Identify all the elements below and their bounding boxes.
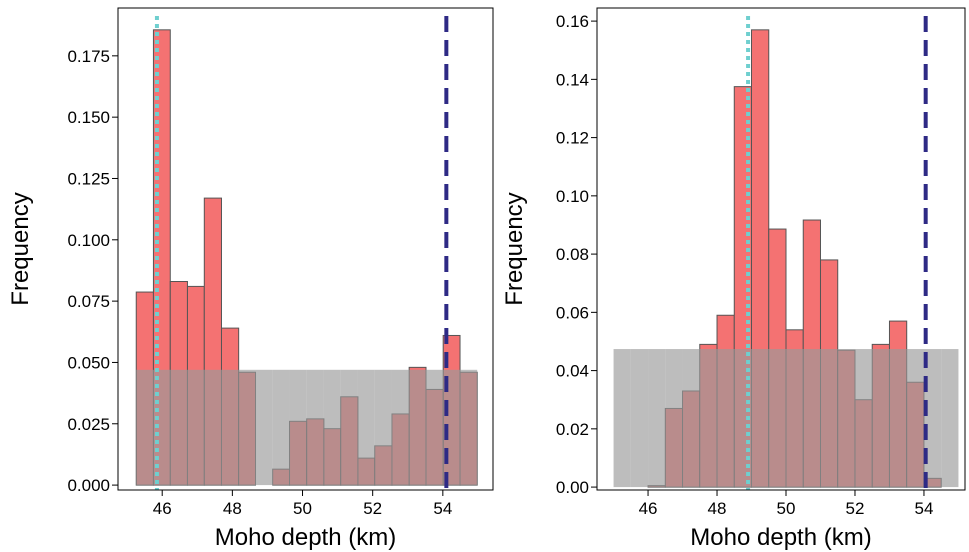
x-tick-label: 48: [708, 499, 727, 518]
y-tick-label: 0.00: [556, 478, 589, 497]
background-bar: [630, 349, 649, 488]
background-bar: [854, 349, 873, 488]
x-tick-label: 52: [363, 499, 382, 518]
background-bar: [717, 349, 735, 488]
background-bar: [682, 349, 700, 488]
x-tick-label: 48: [223, 499, 242, 518]
background-bar: [734, 349, 752, 488]
background-bar: [665, 349, 683, 488]
background-bar: [306, 369, 324, 486]
background-bar: [374, 369, 392, 486]
y-tick-label: 0.000: [67, 476, 110, 495]
background-bar: [613, 349, 631, 488]
y-tick-label: 0.050: [67, 353, 110, 372]
x-tick-label: 46: [153, 499, 172, 518]
y-tick-label: 0.12: [556, 129, 589, 148]
background-bar: [803, 349, 821, 488]
y-tick-label: 0.02: [556, 420, 589, 439]
background-bar: [323, 369, 341, 486]
background-bar: [340, 369, 358, 486]
background-bar: [204, 369, 222, 486]
background-bar: [820, 349, 838, 488]
y-tick-label: 0.125: [67, 169, 110, 188]
plot-frame: [596, 7, 966, 491]
x-axis-label: Moho depth (km): [215, 524, 396, 551]
background-bar: [187, 369, 205, 486]
background-bar: [136, 369, 154, 486]
background-bar: [786, 349, 804, 488]
background-bar: [648, 349, 666, 488]
background-bar: [221, 369, 239, 486]
background-bar: [272, 369, 290, 486]
background-bar: [425, 369, 444, 486]
y-axis-label: Frequency: [501, 192, 528, 305]
y-tick-label: 0.08: [556, 245, 589, 264]
y-tick-label: 0.06: [556, 303, 589, 322]
y-tick-label: 0.16: [556, 12, 589, 31]
background-bar: [889, 349, 907, 488]
x-tick-label: 54: [433, 499, 452, 518]
y-tick-label: 0.150: [67, 108, 110, 127]
plot-frame: [117, 7, 494, 491]
background-bar: [391, 369, 410, 486]
y-tick-label: 0.175: [67, 47, 110, 66]
background-bar: [923, 349, 942, 488]
x-tick-label: 54: [914, 499, 933, 518]
background-bar: [768, 349, 787, 488]
y-axis-label: Frequency: [7, 192, 34, 305]
background-bar: [357, 369, 375, 486]
x-tick-label: 46: [639, 499, 658, 518]
background-bar: [906, 349, 924, 488]
x-tick-label: 50: [293, 499, 312, 518]
background-bar: [289, 369, 307, 486]
background-bar: [255, 369, 273, 486]
background-bar: [941, 349, 959, 488]
x-tick-label: 50: [777, 499, 796, 518]
x-axis-label: Moho depth (km): [690, 524, 871, 551]
y-tick-label: 0.025: [67, 415, 110, 434]
y-tick-label: 0.10: [556, 187, 589, 206]
background-bar: [170, 369, 188, 486]
y-tick-label: 0.14: [556, 70, 589, 89]
y-tick-label: 0.04: [556, 362, 589, 381]
x-tick-label: 52: [846, 499, 865, 518]
background-bar: [699, 349, 718, 488]
background-bar: [837, 349, 855, 488]
y-tick-label: 0.100: [67, 231, 110, 250]
y-tick-label: 0.075: [67, 292, 110, 311]
background-bar: [751, 349, 769, 488]
background-bar: [238, 369, 256, 486]
background-bar: [872, 349, 890, 488]
background-bar: [409, 369, 426, 486]
background-bar: [460, 369, 478, 486]
